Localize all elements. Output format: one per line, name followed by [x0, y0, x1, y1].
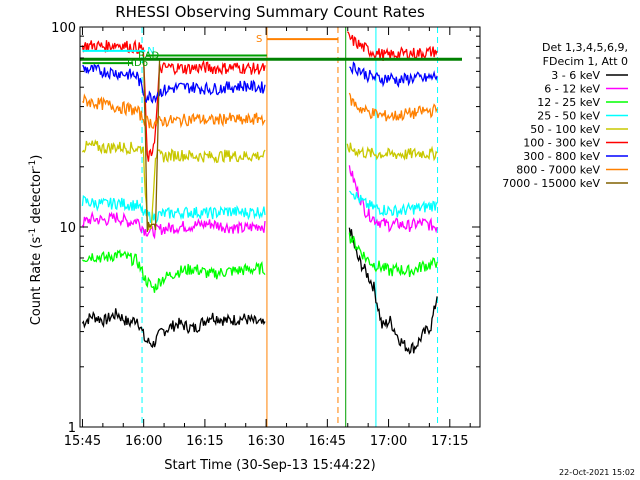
- legend-label-1: 6 - 12 keV: [544, 83, 600, 96]
- x-tick-label-0: 15:45: [64, 434, 101, 449]
- series-line-7: [82, 92, 438, 130]
- legend-label-3: 25 - 50 keV: [537, 110, 600, 123]
- x-tick-label-1: 16:00: [125, 434, 162, 449]
- y-tick-label-1: 1: [68, 421, 76, 436]
- y-axis-label-end: ): [29, 155, 44, 160]
- legend-header-detectors: Det 1,3,4,5,6,9,: [542, 41, 628, 54]
- data-lines: [81, 31, 438, 355]
- x-tick-label-3: 16:30: [247, 434, 284, 449]
- legend-label-5: 100 - 300 keV: [523, 137, 600, 150]
- legend-label-0: 3 - 6 keV: [551, 69, 600, 82]
- series-line-0: [81, 227, 438, 355]
- y-axis-label-main: Count Rate (s: [29, 237, 44, 326]
- y-tick-label-10: 10: [59, 221, 76, 236]
- x-tick-label-6: 17:15: [431, 434, 468, 449]
- series-line-1: [81, 165, 438, 240]
- chart-title: RHESSI Observing Summary Count Rates: [115, 3, 425, 21]
- series-line-6: [82, 61, 438, 104]
- legend-label-6: 300 - 800 keV: [523, 150, 600, 163]
- series-line-2: [81, 232, 438, 293]
- series-line-4: [81, 139, 438, 231]
- legend-label-2: 12 - 25 keV: [537, 96, 600, 109]
- series-line-8: [143, 57, 161, 232]
- series-line-5: [81, 31, 438, 162]
- x-tick-label-4: 16:45: [309, 434, 346, 449]
- legend-header-decimation: FDecim 1, Att 0: [543, 55, 628, 68]
- y-axis-label: Count Rate (s-1 detector-1): [28, 155, 44, 326]
- footer-date: 22-Oct-2021 15:02: [559, 468, 635, 477]
- legend-label-7: 800 - 7000 keV: [516, 164, 600, 177]
- rd-flag-label: RD6: [127, 58, 148, 69]
- x-tick-label-2: 16:15: [186, 434, 223, 449]
- y-axis-label-mid: detector: [29, 168, 44, 228]
- axes-layer: 1 10 100 15:45 16:00 16:15 16:30 16:45 17:00 17:1…: [51, 21, 481, 449]
- saa-flag-label: S: [256, 34, 262, 45]
- x-tick-label-5: 17:00: [370, 434, 407, 449]
- rad-flag-label: RAD: [138, 51, 159, 62]
- night-flag-label: N: [147, 46, 154, 57]
- y-tick-label-100: 100: [51, 21, 76, 36]
- y-axis-label-sup1: -1: [28, 228, 38, 237]
- legend: Det 1,3,4,5,6,9, FDecim 1, Att 0 3 - 6 k…: [502, 41, 628, 190]
- series-line-3: [81, 190, 438, 224]
- legend-label-8: 7000 - 15000 keV: [502, 177, 600, 190]
- y-axis-label-sup2: -1: [28, 160, 38, 169]
- legend-label-4: 50 - 100 keV: [530, 123, 600, 136]
- x-axis-label: Start Time (30-Sep-13 15:44:22): [164, 458, 375, 473]
